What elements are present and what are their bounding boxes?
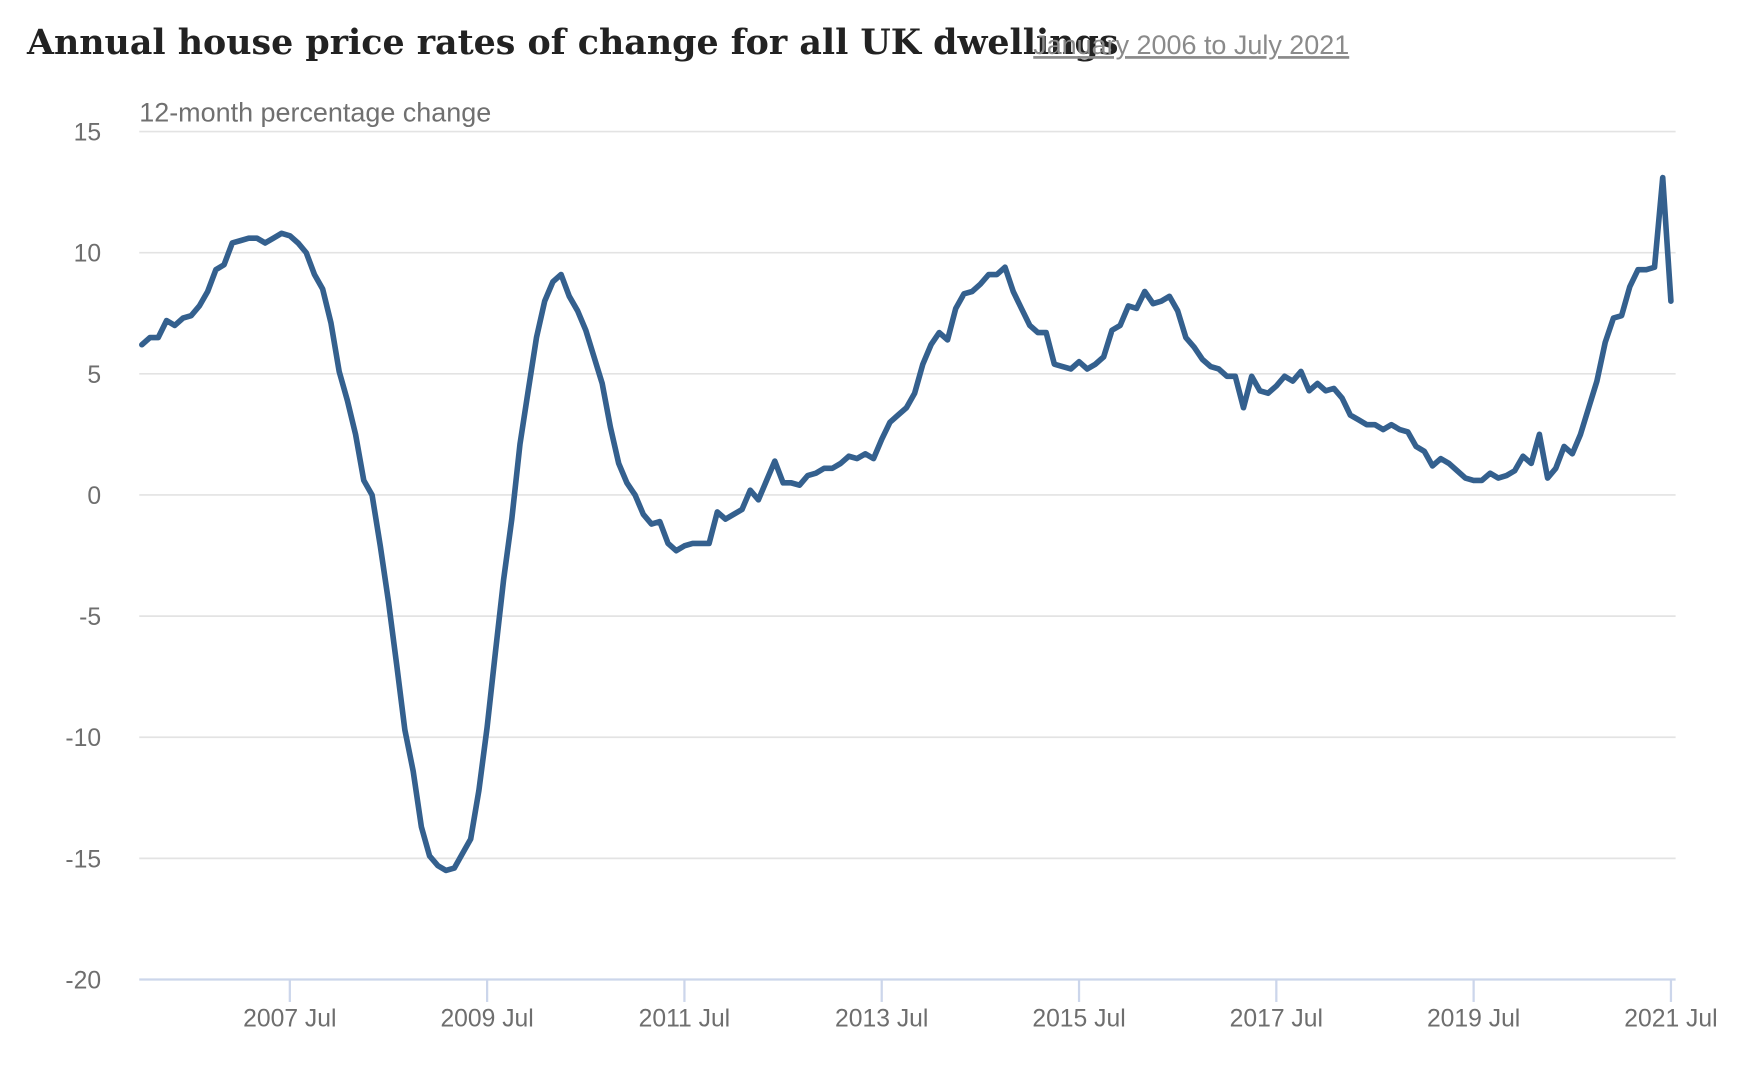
y-tick-label: -5 — [79, 604, 101, 631]
y-tick-label: 5 — [87, 362, 101, 389]
y-tick-label: -20 — [65, 967, 101, 994]
chart-subtitle: January 2006 to July 2021 — [1033, 30, 1349, 60]
x-tick-label: 2013 Jul — [835, 1006, 928, 1033]
y-tick-label: -10 — [65, 725, 101, 752]
x-tick-label: 2021 Jul — [1624, 1006, 1717, 1033]
chart-title: Annual house price rates of change for a… — [26, 22, 1118, 63]
series-line-house-price-change — [139, 174, 1674, 874]
y-tick-label: 10 — [74, 241, 101, 268]
gridlines — [139, 130, 1676, 981]
y-tick-label: 15 — [74, 120, 101, 147]
x-tick-label: 2007 Jul — [243, 1006, 336, 1033]
x-axis: 2007 Jul 2009 Jul 2011 Jul 2013 Jul 2015 Jul… — [243, 979, 1718, 1033]
x-tick-label: 2011 Jul — [639, 1006, 731, 1033]
x-tick-label: 2009 Jul — [440, 1006, 533, 1033]
y-axis-label: 12-month percentage change — [139, 97, 491, 127]
y-tick-label: 0 — [87, 483, 101, 510]
y-axis-ticks: 15 10 5 0 -5 -10 -15 -20 — [65, 120, 101, 995]
y-tick-label: -15 — [65, 846, 101, 873]
x-tick-label: 2015 Jul — [1032, 1006, 1125, 1033]
x-tick-label: 2017 Jul — [1230, 1006, 1323, 1033]
x-tick-label: 2019 Jul — [1427, 1006, 1520, 1033]
